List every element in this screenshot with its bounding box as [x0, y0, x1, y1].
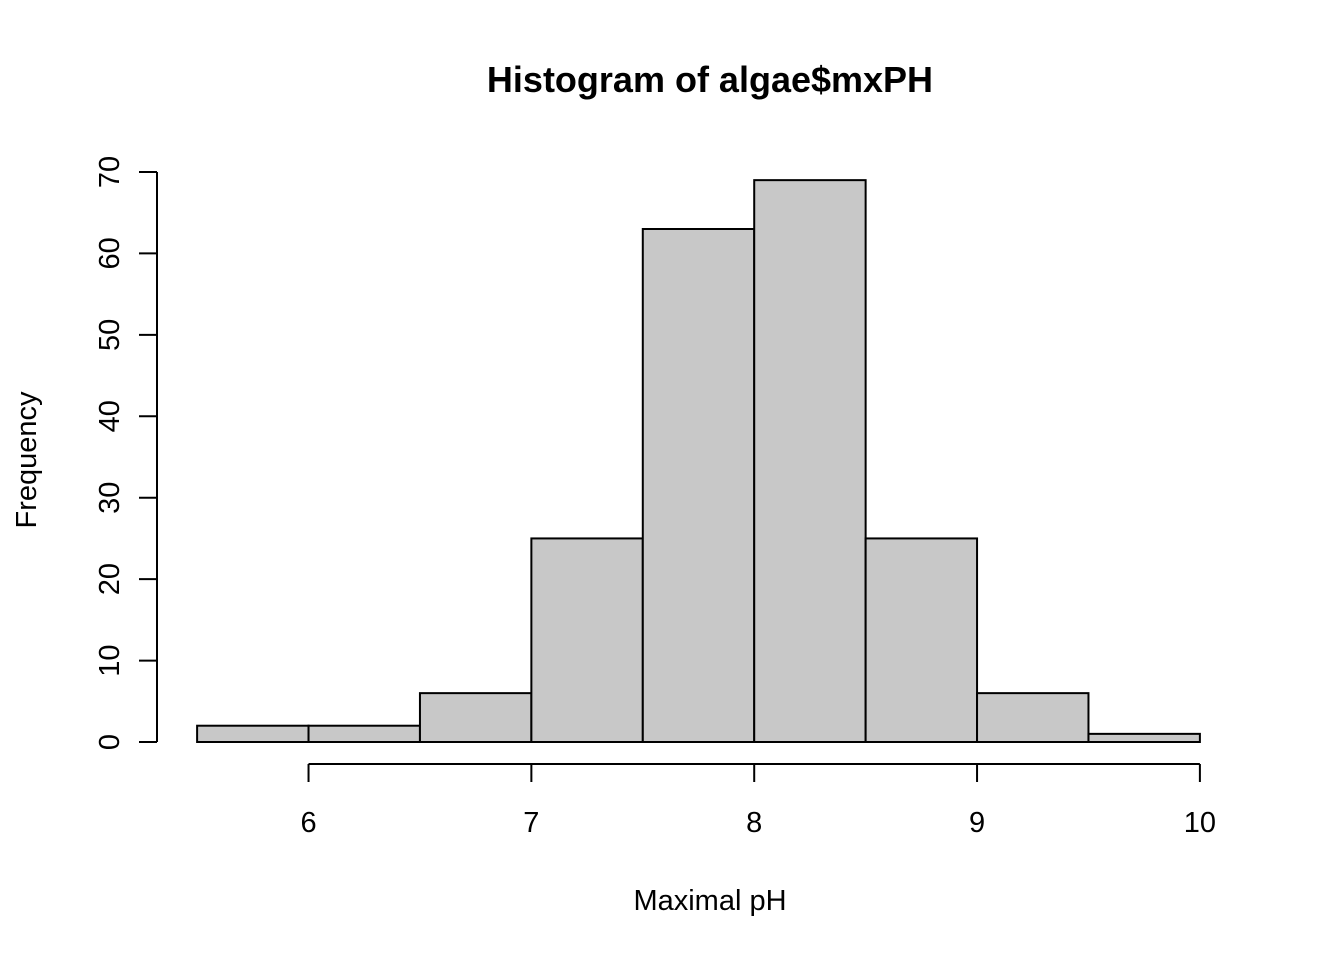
- x-tick-label: 9: [969, 807, 985, 839]
- histogram-bar-6: [864, 537, 979, 744]
- histogram-bar-1: [307, 724, 421, 744]
- y-axis: 0 10 20 30 40 50 60 70: [94, 156, 158, 750]
- histogram-bar-3: [530, 537, 644, 744]
- y-tick-label: 20: [94, 563, 126, 595]
- x-tick-label: 6: [300, 807, 316, 839]
- histogram-bar-4: [641, 228, 756, 743]
- y-tick-label: 50: [94, 319, 126, 351]
- histogram-bar-5: [753, 179, 867, 743]
- y-tick-label: 70: [94, 156, 126, 188]
- x-axis: 6 7 8 9 10: [300, 763, 1216, 839]
- y-tick-label: 10: [94, 644, 126, 676]
- y-tick-label: 0: [94, 734, 126, 750]
- bars-group: [196, 179, 1201, 744]
- x-tick-label: 7: [523, 807, 539, 839]
- histogram-bar-2: [418, 692, 533, 744]
- y-axis-label: Frequency: [11, 391, 43, 529]
- y-tick-label: 60: [94, 237, 126, 269]
- x-axis-label: Maximal pH: [633, 885, 786, 917]
- histogram-bar-7: [976, 692, 1090, 744]
- y-tick-label: 40: [94, 400, 126, 432]
- histogram-bar-0: [196, 724, 310, 744]
- chart-title: Histogram of algae$mxPH: [487, 59, 933, 100]
- x-tick-label: 8: [746, 807, 762, 839]
- y-tick-label: 30: [94, 482, 126, 514]
- x-tick-label: 10: [1184, 807, 1216, 839]
- histogram-bar-8: [1087, 732, 1201, 743]
